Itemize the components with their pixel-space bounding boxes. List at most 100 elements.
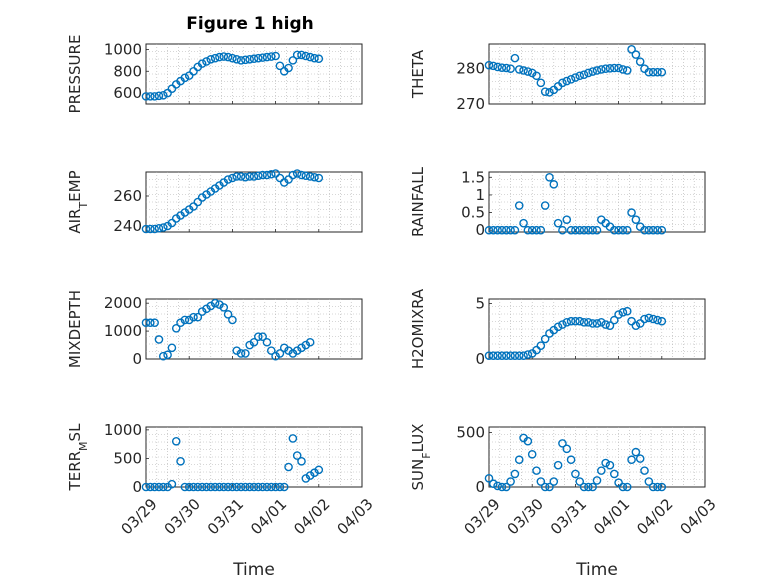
- data-point: [489, 61, 498, 71]
- data-point: [489, 351, 498, 360]
- data-point: [501, 63, 511, 73]
- data-point: [228, 53, 237, 63]
- data-point: [197, 482, 207, 492]
- data-point: [184, 315, 194, 325]
- data-point: [141, 318, 151, 328]
- data-point: [301, 340, 311, 350]
- data-point: [146, 224, 155, 234]
- data-point: [241, 349, 250, 358]
- data-point: [627, 44, 636, 54]
- x-tick-label: 04/02: [290, 495, 333, 538]
- data-point: [609, 469, 619, 479]
- data-point: [501, 225, 511, 235]
- data-point: [553, 460, 563, 470]
- data-point: [609, 63, 619, 73]
- data-point: [545, 88, 554, 97]
- data-point: [579, 482, 589, 492]
- data-point: [540, 201, 550, 210]
- y-tick-label: 600: [113, 84, 142, 102]
- data-point: [618, 308, 628, 317]
- data-point: [180, 73, 190, 83]
- data-point: [314, 54, 324, 64]
- data-point: [219, 303, 229, 312]
- data-point: [497, 63, 507, 72]
- y-tick-label: 240: [113, 217, 142, 235]
- x-tick-label: 03/29: [460, 495, 503, 538]
- y-axis-label: SUNFLUX: [409, 424, 433, 491]
- data-point: [284, 462, 293, 472]
- data-point: [644, 313, 654, 323]
- data-point: [571, 469, 580, 479]
- data-point: [189, 66, 198, 76]
- data-point: [258, 482, 267, 492]
- data-point: [631, 50, 641, 59]
- data-point: [584, 68, 593, 78]
- data-point: [514, 455, 524, 465]
- data-point: [150, 318, 159, 328]
- data-point: [506, 351, 515, 360]
- data-point: [510, 469, 520, 479]
- data-point: [635, 319, 645, 328]
- data-point: [549, 477, 559, 486]
- data-point: [484, 473, 494, 483]
- data-point: [184, 71, 194, 80]
- data-point: [566, 455, 576, 465]
- data-point: [305, 337, 315, 347]
- data-point: [588, 225, 597, 235]
- data-point: [653, 225, 662, 235]
- data-point: [648, 314, 658, 324]
- data-point: [284, 346, 293, 355]
- data-point: [597, 65, 606, 74]
- data-point: [553, 218, 563, 228]
- data-point: [258, 170, 267, 180]
- subplot-rainfall: 00.511.5 RAINFALL: [409, 166, 706, 239]
- data-point: [571, 225, 580, 235]
- data-point: [648, 67, 658, 77]
- data-point: [648, 225, 658, 235]
- data-point: [510, 225, 520, 235]
- data-point: [219, 482, 229, 492]
- data-point: [571, 316, 580, 326]
- data-point: [514, 351, 524, 360]
- data-point: [545, 482, 554, 492]
- data-point: [493, 62, 502, 72]
- data-point: [141, 224, 151, 234]
- data-point: [189, 312, 198, 322]
- data-point: [167, 343, 177, 353]
- data-point: [223, 52, 233, 62]
- y-tick-label: 500: [113, 449, 142, 467]
- data-point: [314, 173, 324, 183]
- data-point: [279, 343, 289, 353]
- y-axis-label: PRESSURE: [66, 35, 84, 114]
- data-point: [622, 66, 632, 75]
- data-point: [193, 312, 203, 322]
- data-point: [241, 55, 250, 65]
- data-point: [571, 73, 580, 82]
- y-tick-label: 0: [132, 478, 142, 496]
- data-point: [562, 318, 572, 327]
- data-point: [193, 482, 203, 492]
- data-point: [566, 316, 576, 326]
- data-point: [592, 476, 602, 485]
- data-point: [254, 332, 263, 341]
- data-point: [592, 319, 602, 328]
- data-point: [215, 52, 224, 62]
- data-point: [223, 310, 233, 319]
- y-tick-label: 0: [132, 350, 142, 368]
- data-point: [648, 482, 658, 492]
- data-point: [189, 202, 198, 211]
- data-point: [180, 482, 190, 492]
- x-tick-label: 03/29: [117, 495, 160, 538]
- data-point: [584, 318, 593, 327]
- data-point: [558, 439, 567, 448]
- data-point: [523, 436, 533, 446]
- data-point: [163, 350, 172, 360]
- data-point: [292, 50, 302, 60]
- data-point: [618, 65, 628, 74]
- x-tick-label: 03/31: [204, 495, 247, 538]
- data-point: [540, 482, 550, 492]
- x-tick-label: 03/31: [547, 495, 590, 538]
- data-point: [497, 351, 507, 360]
- data-point: [562, 76, 572, 86]
- y-tick-label: 500: [456, 423, 485, 441]
